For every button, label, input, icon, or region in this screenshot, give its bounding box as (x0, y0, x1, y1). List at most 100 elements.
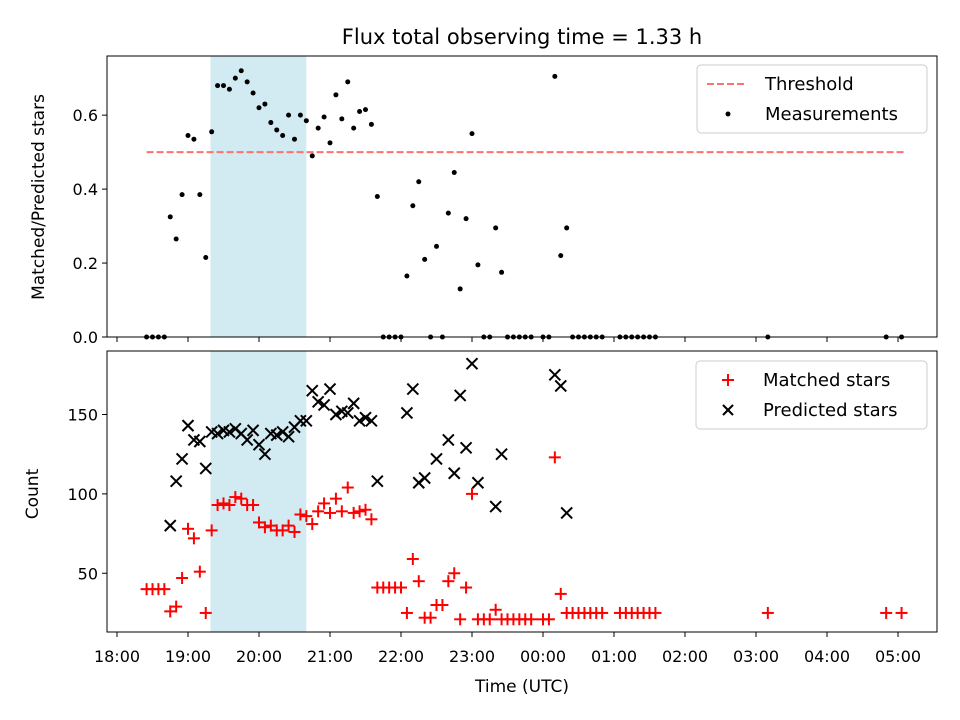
counts-y-tick-label: 50 (78, 564, 98, 583)
predicted-stars-point (365, 414, 378, 428)
counts-legend-box (695, 360, 928, 430)
matched-stars-point (223, 498, 236, 511)
x-tick-label: 20:00 (236, 647, 282, 666)
matched-stars-point (454, 613, 467, 626)
predicted-stars-point (323, 382, 337, 396)
predicted-stars-point (311, 395, 325, 409)
matched-stars-point (395, 581, 407, 594)
measurement-point (179, 192, 185, 198)
counts-y-axis-label: Count (23, 468, 43, 519)
matched-stars-point (288, 525, 301, 538)
measurement-point (469, 131, 475, 137)
measurement-point (374, 194, 380, 199)
measurement-point (422, 256, 428, 262)
predicted-stars-point (471, 476, 485, 489)
ratio-y-tick-label: 0.2 (73, 254, 98, 273)
legend-threshold-label: Threshold (764, 74, 854, 95)
matched-stars-point (229, 491, 242, 504)
predicted-stars-point (560, 506, 573, 520)
measurement-point (552, 73, 558, 79)
measurement-point (416, 179, 422, 185)
measurement-point (564, 225, 570, 231)
matched-stars-point (247, 498, 260, 511)
counts-y-tick-label: 100 (67, 485, 98, 504)
measurement-point (368, 121, 374, 127)
matched-stars-point (187, 532, 200, 545)
x-tick-label: 21:00 (307, 647, 353, 666)
measurement-point (493, 225, 499, 231)
measurement-point (463, 216, 469, 222)
matched-stars-point (412, 575, 425, 588)
x-tick-label: 00:00 (520, 647, 566, 666)
matched-stars-point (341, 481, 354, 494)
predicted-stars-point (282, 430, 295, 443)
measurement-point (209, 129, 215, 135)
measurement-point (451, 169, 457, 175)
predicted-stars-point (294, 414, 307, 428)
measurement-point (558, 253, 564, 259)
counts-legend: Matched stars Predicted stars (695, 360, 928, 430)
predicted-stars-point (495, 447, 508, 461)
measurement-point (499, 269, 505, 275)
measurement-point (280, 132, 286, 138)
matched-stars-point (335, 505, 348, 518)
x-tick-label: 18:00 (94, 647, 140, 666)
measurement-point (262, 101, 268, 107)
x-axis-label: Time (UTC) (474, 677, 569, 697)
measurement-point (191, 136, 197, 142)
matched-stars-point (205, 524, 218, 537)
predicted-stars-point (306, 384, 319, 397)
measurement-point (457, 286, 463, 292)
measurement-point (274, 127, 280, 133)
matched-stars-point (294, 508, 307, 521)
measurement-point (203, 255, 209, 261)
matched-stars-point (359, 503, 372, 516)
predicted-stars-point (252, 438, 266, 451)
predicted-stars-point (430, 452, 443, 466)
matched-stars-point (300, 510, 313, 523)
counts-y-tick-label: 150 (67, 406, 98, 425)
x-tick-label: 23:00 (449, 647, 495, 666)
measurement-point (286, 112, 292, 118)
ratio-y-axis-label: Matched/Predicted stars (29, 94, 49, 300)
measurement-point (232, 75, 238, 81)
chart-title: Flux total observing time = 1.33 h (342, 25, 702, 49)
predicted-stars-point (181, 419, 195, 432)
matched-stars-point (489, 603, 502, 616)
predicted-stars-point (359, 411, 372, 424)
x-tick-label: 22:00 (378, 647, 424, 666)
matched-stars-point (324, 506, 336, 519)
matched-stars-point (554, 587, 567, 600)
matched-stars-point (353, 505, 366, 518)
matched-stars-point (235, 492, 248, 505)
measurement-point (333, 92, 339, 98)
matched-stars-point (436, 599, 449, 612)
matched-stars-point (217, 497, 230, 510)
x-tick-label: 01:00 (591, 647, 637, 666)
measurement-point (250, 90, 256, 96)
predicted-stars-point (240, 433, 254, 447)
matched-stars-point (365, 513, 378, 526)
predicted-stars-point (164, 519, 177, 532)
measurement-point (351, 125, 357, 131)
ratio-highlight-span (210, 56, 307, 337)
predicted-stars-point (442, 433, 455, 447)
matched-stars-point (442, 575, 455, 588)
predicted-stars-point (270, 428, 283, 442)
predicted-stars-point (211, 427, 224, 440)
measurement-point (173, 236, 179, 242)
matched-stars-point (170, 600, 183, 613)
x-tick-label: 04:00 (804, 647, 850, 666)
predicted-stars-point (175, 452, 189, 466)
predicted-stars-point (371, 474, 384, 488)
matched-stars-point (176, 572, 189, 585)
ratio-y-tick-label: 0.0 (73, 328, 98, 347)
matched-stars-point (406, 552, 419, 565)
measurement-point (303, 118, 309, 124)
matched-stars-point (158, 583, 171, 596)
matched-stars-point (596, 606, 609, 619)
counts-panel: 18:00 19:00 20:00 21:00 22:00 23:00 00:00 01:00… (23, 350, 938, 697)
matched-stars-point (466, 487, 478, 500)
matched-stars-point (258, 521, 271, 534)
ratio-panel: 0.0 0.2 0.4 0.6 Flux total observing time =… (29, 25, 938, 347)
